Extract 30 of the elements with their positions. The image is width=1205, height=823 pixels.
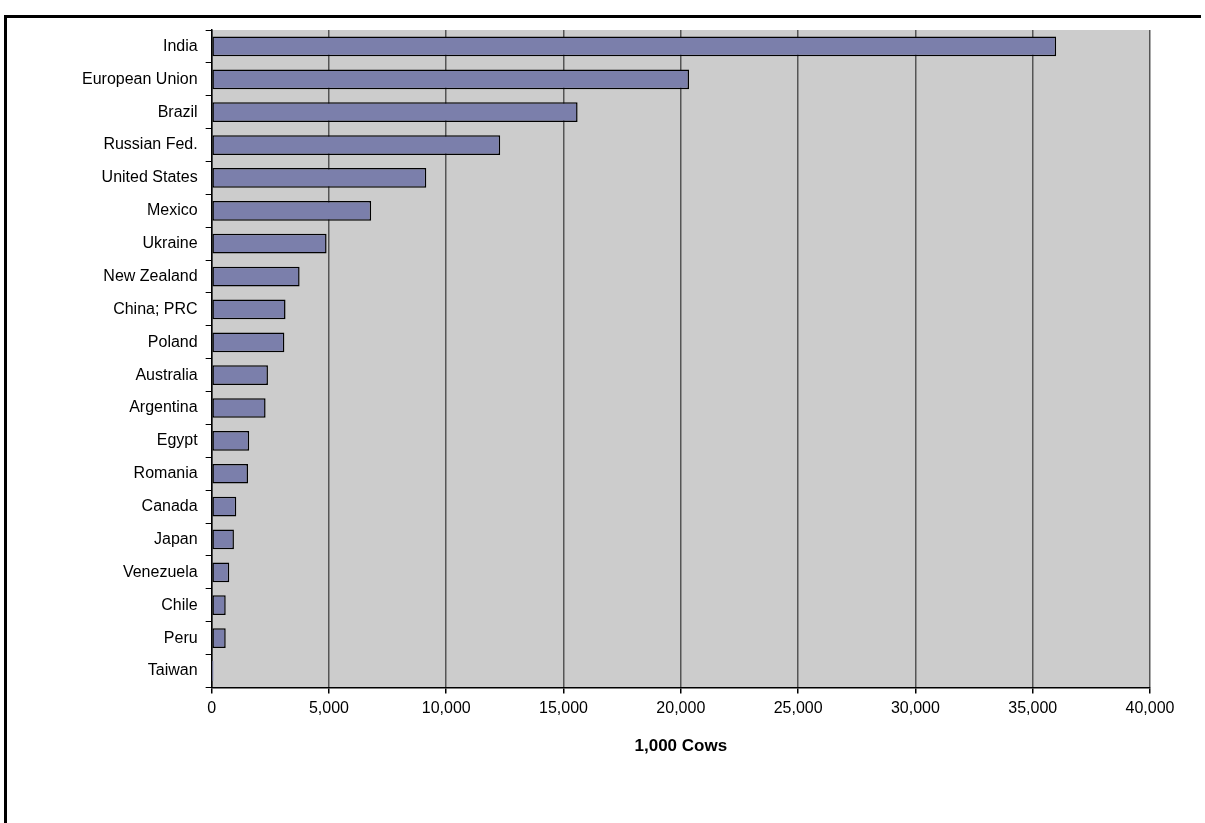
y-tick-label: India [162,36,198,54]
y-tick-label: Poland [147,332,198,350]
y-tick-label: Brazil [157,102,198,120]
y-tick-label: Venezuela [122,562,198,580]
y-tick-label: Argentina [129,398,198,416]
x-tick-label: 15,000 [539,699,589,717]
y-tick-label: Egypt [156,431,199,449]
y-tick-label: China; PRC [113,299,198,317]
x-tick-label: 25,000 [773,699,823,717]
y-tick-label: New Zealand [103,266,198,284]
x-tick-label: 30,000 [890,699,940,717]
x-tick-label: 0 [207,699,217,717]
y-tick-label: Taiwan [147,661,198,679]
y-tick-label: Peru [163,628,198,646]
y-tick-label: Chile [161,595,198,613]
y-tick-label: Australia [135,365,198,383]
y-tick-label: United States [101,168,198,186]
y-tick-label: European Union [82,69,198,87]
y-tick-label: Canada [141,497,198,515]
x-tick-label: 10,000 [421,699,471,717]
x-axis-title: 1,000 Cows [634,736,728,756]
x-tick-label: 5,000 [308,699,350,717]
y-tick-label: Romania [133,464,198,482]
x-tick-label: 40,000 [1125,699,1175,717]
x-tick-label: 35,000 [1008,699,1058,717]
y-tick-label: Russian Fed. [103,135,198,153]
y-tick-label: Japan [154,529,198,547]
y-tick-label: Mexico [146,201,198,219]
x-tick-label: 20,000 [656,699,706,717]
y-tick-label: Ukraine [142,234,198,252]
